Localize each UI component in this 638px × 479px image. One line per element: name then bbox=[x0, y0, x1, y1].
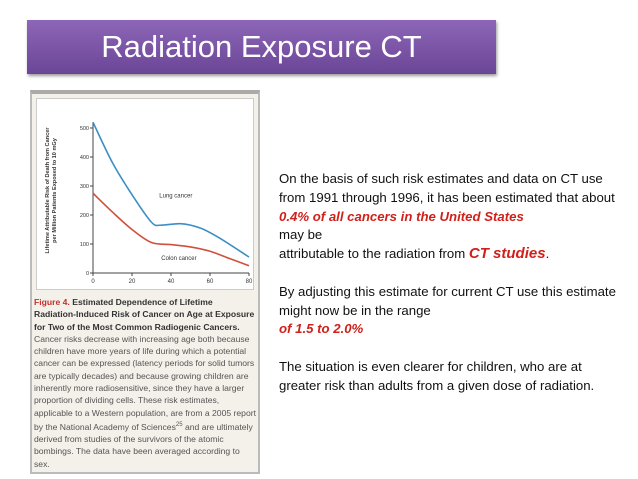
paragraph-3: The situation is even clearer for childr… bbox=[279, 358, 595, 393]
series-label: Lung cancer bbox=[159, 194, 192, 200]
caption-title: Estimated Dependence of Lifetime Radiati… bbox=[34, 297, 255, 332]
x-tick-label: 80 bbox=[246, 279, 253, 285]
y-tick-label: 300 bbox=[80, 184, 89, 190]
y-tick-label: 100 bbox=[80, 242, 89, 248]
y-axis-label: Lifetime Attributable Risk of Death from… bbox=[45, 127, 51, 254]
series-line-lung-cancer bbox=[92, 121, 250, 258]
x-tick-label: 40 bbox=[168, 279, 175, 285]
series-line-colon-cancer bbox=[92, 192, 250, 267]
x-tick-label: 20 bbox=[129, 279, 136, 285]
p1-highlight: 0.4% of all cancers in the United States bbox=[279, 208, 524, 224]
p2-highlight: of 1.5 to 2.0% bbox=[279, 321, 364, 337]
figure-panel: 0100200300400500020406080Age at Exposure… bbox=[30, 90, 260, 474]
x-tick-label: 60 bbox=[207, 279, 214, 285]
series-label: Colon cancer bbox=[161, 256, 196, 262]
caption-end: and are ultimately derived from studies … bbox=[34, 421, 253, 469]
p1-end: . bbox=[545, 246, 550, 262]
p1-highlight-2: CT studies bbox=[468, 245, 546, 263]
paragraph-1: On the basis of such risk estimates and … bbox=[279, 170, 624, 264]
figure-caption: Figure 4. Estimated Dependence of Lifeti… bbox=[34, 296, 256, 470]
slide-title: Radiation Exposure CT bbox=[27, 20, 496, 74]
chart-svg: 0100200300400500020406080Age at Exposure… bbox=[45, 121, 253, 300]
y-tick-label: 400 bbox=[80, 155, 89, 161]
p1-text: On the basis of such risk estimates and … bbox=[279, 171, 615, 205]
paragraph-2: By adjusting this estimate for current C… bbox=[279, 283, 624, 339]
x-tick-label: 0 bbox=[91, 279, 95, 285]
y-tick-label: 0 bbox=[86, 271, 89, 277]
caption-body: Cancer risks decrease with increasing ag… bbox=[34, 333, 256, 432]
chart: 0100200300400500020406080Age at Exposure… bbox=[36, 98, 254, 300]
y-tick-label: 500 bbox=[80, 126, 89, 132]
p1-text-c: attributable to the radiation from bbox=[279, 246, 469, 262]
y-tick-label: 200 bbox=[80, 213, 89, 219]
p1-text-b: may be bbox=[279, 227, 323, 243]
p2-text: By adjusting this estimate for current C… bbox=[279, 283, 616, 318]
caption-label: Figure 4. bbox=[34, 297, 70, 307]
caption-ref: 25 bbox=[175, 421, 183, 428]
y-axis-label: per Million Patients Exposed to 10 mGy bbox=[52, 137, 58, 243]
body-text: On the basis of such risk estimates and … bbox=[279, 170, 624, 414]
